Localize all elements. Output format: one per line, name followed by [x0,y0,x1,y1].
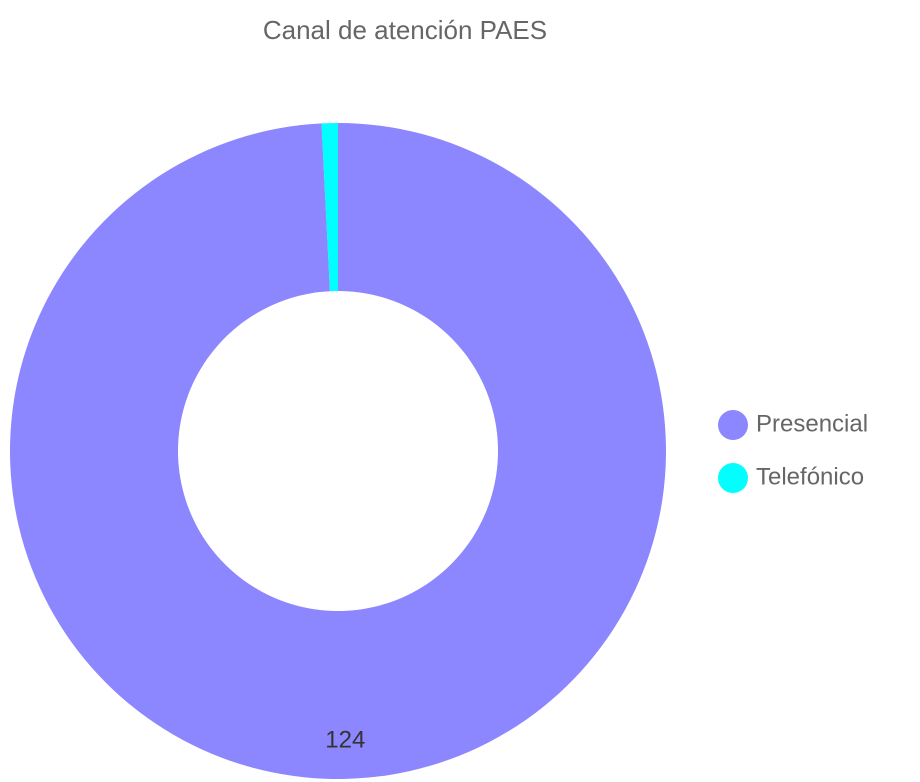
chart-title: Canal de atención PAES [263,15,547,45]
legend-label: Telefónico [756,463,864,490]
donut-slice [321,123,338,292]
data-label: 124 [325,726,365,753]
legend-marker [718,463,748,493]
donut-slice [9,123,666,780]
legend-label: Presencial [756,410,868,437]
legend-marker [718,410,748,440]
